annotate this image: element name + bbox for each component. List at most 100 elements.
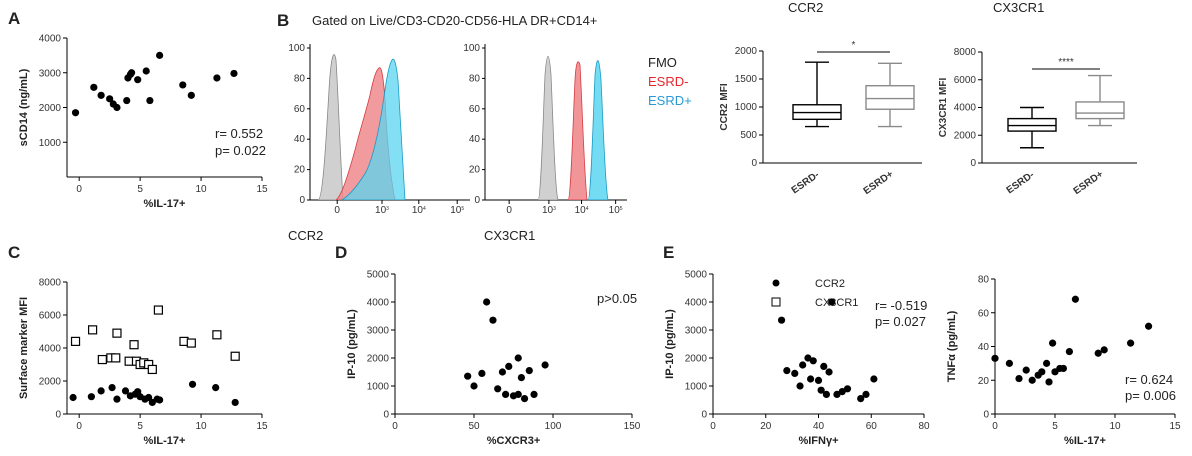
panel-e1-x-tick-label: 60 bbox=[866, 421, 878, 432]
panel-c-x-tick-label: 0 bbox=[76, 421, 82, 432]
panel-e2-point bbox=[1065, 347, 1073, 356]
panel-a-point bbox=[123, 96, 131, 105]
panel-d-point bbox=[483, 298, 491, 306]
panel-e2-p-value: p= 0.006 bbox=[1125, 388, 1176, 403]
histogram-cx3cr1 bbox=[484, 44, 627, 201]
panel-d-y-tick-label: 3000 bbox=[367, 326, 390, 337]
panel-c-point-cx3cr1 bbox=[111, 353, 121, 363]
panel-e2-point bbox=[1059, 364, 1067, 373]
panel-e1-point bbox=[783, 367, 791, 375]
panel-d-y-tick-label: 1000 bbox=[367, 382, 390, 393]
panel-c-x-tick-label: 10 bbox=[196, 421, 208, 432]
panel-e1-point bbox=[814, 376, 823, 384]
panel-d-x-tick-label: 100 bbox=[545, 421, 562, 432]
hist-cx3cr1-y-tick-label: 0 bbox=[474, 195, 480, 206]
panel-c-label: C bbox=[8, 243, 20, 262]
panel-d-point bbox=[520, 395, 529, 403]
panel-e1-y-tick-label: 2000 bbox=[685, 354, 708, 365]
box-cx3cr1-y-tick-label: 4000 bbox=[954, 103, 977, 114]
panel-d-y-tick-label: 4000 bbox=[367, 298, 390, 309]
panel-d-point bbox=[489, 316, 497, 324]
panel-e2-point bbox=[1100, 346, 1108, 354]
panel-a-y-tick-label: 1000 bbox=[39, 138, 62, 149]
panel-e2-point bbox=[1094, 349, 1102, 357]
panel-e1-y-tick-label: 4000 bbox=[685, 298, 708, 309]
panel-e1-point bbox=[838, 388, 846, 396]
panel-e2-point bbox=[1045, 378, 1053, 386]
hist-ccr2-esrd-pos-curve bbox=[341, 58, 406, 200]
panel-e1-r-value: r= -0.519 bbox=[875, 298, 927, 313]
panel-a-point bbox=[179, 81, 187, 89]
box-cx3cr1-x-tick-label: ESRD- bbox=[1005, 170, 1037, 197]
panel-e1-point bbox=[806, 375, 815, 383]
legend-fmo: FMO bbox=[648, 55, 677, 70]
panel-d-point bbox=[541, 361, 549, 369]
panel-e1-point bbox=[809, 357, 817, 365]
panel-e1-point bbox=[820, 362, 828, 370]
box-cx3cr1-box bbox=[1075, 101, 1125, 120]
panel-c-point-cx3cr1 bbox=[186, 338, 196, 348]
panel-d-point bbox=[517, 374, 526, 382]
panel-c-point bbox=[156, 396, 164, 404]
box-cx3cr1-y-axis-label: CX3CR1 MFI bbox=[938, 78, 949, 138]
panel-c-x-tick-label: 5 bbox=[137, 421, 143, 432]
legend-esrd-neg: ESRD- bbox=[648, 74, 688, 89]
panel-d-y-tick-label: 5000 bbox=[367, 270, 390, 281]
panel-c-point bbox=[188, 380, 197, 388]
panel-d-point bbox=[514, 390, 522, 398]
panel-a-point bbox=[113, 103, 121, 112]
panel-e1-y-axis-label: IP-10 (pg/mL) bbox=[664, 309, 676, 379]
panel-c-point bbox=[87, 393, 95, 401]
hist-cx3cr1-xlabel: CX3CR1 bbox=[484, 228, 535, 243]
box-ccr2-box bbox=[865, 85, 915, 110]
panel-a-y-tick-label: 2000 bbox=[39, 103, 62, 114]
legend-ccr2-marker bbox=[772, 279, 780, 287]
panel-e1-p-value: p= 0.027 bbox=[875, 314, 926, 329]
panel-d-y-axis-label: IP-10 (pg/mL) bbox=[346, 309, 358, 379]
panel-e1-point bbox=[828, 298, 836, 306]
hist-ccr2-fmo-curve bbox=[317, 54, 344, 200]
hist-ccr2-y-tick-label: 40 bbox=[294, 134, 306, 145]
panel-c-point bbox=[121, 387, 130, 395]
panel-e2-x-tick-label: 10 bbox=[1109, 421, 1121, 432]
panel-a-point bbox=[230, 69, 238, 78]
panel-a-point bbox=[187, 91, 195, 99]
panel-a-point bbox=[71, 109, 80, 117]
panel-e1-point bbox=[817, 386, 825, 394]
panel-e1-point bbox=[777, 316, 786, 324]
panel-a-point bbox=[146, 96, 154, 105]
panel-e1-x-tick-label: 80 bbox=[918, 421, 930, 432]
hist-ccr2-y-tick-label: 60 bbox=[294, 104, 306, 115]
panel-c-point bbox=[69, 393, 77, 402]
panel-a-x-tick-label: 0 bbox=[76, 184, 82, 195]
legend-cx3cr1-label: CX3CR1 bbox=[815, 297, 858, 309]
legend-esrd-pos: ESRD+ bbox=[648, 93, 692, 108]
panel-a-point bbox=[213, 74, 221, 82]
panel-e1-x-axis-label: %IFNγ+ bbox=[798, 435, 838, 447]
box-ccr2-y-tick-label: 1500 bbox=[735, 74, 758, 85]
box-cx3cr1-y-tick-label: 2000 bbox=[954, 130, 977, 141]
panel-c-point bbox=[212, 384, 220, 392]
hist-cx3cr1-y-tick-label: 80 bbox=[469, 73, 481, 84]
box-cx3cr1-y-tick-label: 6000 bbox=[954, 75, 977, 86]
panel-e1-x-tick-label: 40 bbox=[813, 421, 825, 432]
panel-a-point bbox=[106, 95, 114, 103]
panel-d-point bbox=[525, 367, 533, 375]
panel-c-point-cx3cr1 bbox=[153, 305, 164, 315]
panel-e2-y-axis-label: TNFα (pg/mL) bbox=[946, 310, 958, 382]
panel-c-point-cx3cr1 bbox=[212, 330, 222, 340]
panel-d-point bbox=[498, 368, 507, 376]
hist-cx3cr1-esrd-neg-curve bbox=[567, 61, 588, 200]
box-ccr2-y-tick-label: 500 bbox=[740, 130, 757, 141]
panel-e2-x-axis-label: %IL-17+ bbox=[1064, 435, 1106, 447]
panel-a-x-tick-label: 5 bbox=[137, 184, 143, 195]
panel-c-y-tick-label: 6000 bbox=[39, 311, 62, 322]
panel-a-point bbox=[97, 91, 105, 99]
panel-c-y-tick-label: 0 bbox=[55, 410, 61, 421]
panel-c-point-cx3cr1 bbox=[87, 325, 98, 335]
hist-cx3cr1-x-tick-label: 103 bbox=[542, 205, 556, 216]
panel-b-label: B bbox=[277, 11, 289, 30]
histogram-ccr2 bbox=[309, 44, 470, 201]
panel-c-point bbox=[113, 395, 121, 403]
